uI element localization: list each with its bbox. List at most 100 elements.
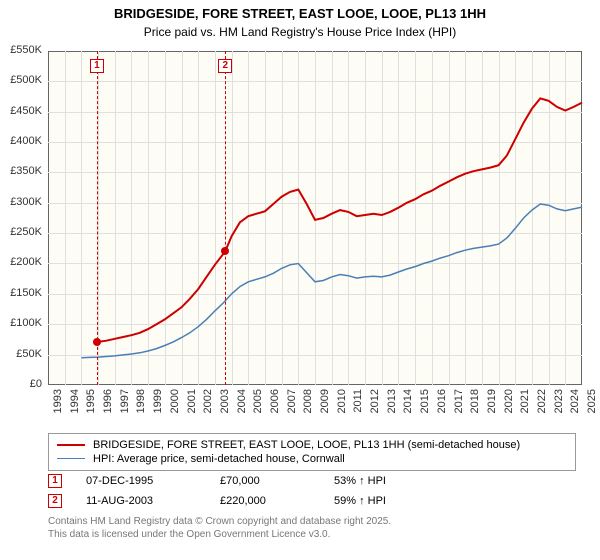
gridline-v: [482, 51, 483, 385]
legend-swatch: [57, 458, 85, 459]
gridline-v: [65, 51, 66, 385]
x-axis-label: 2015: [419, 389, 431, 419]
x-axis-label: 2004: [236, 389, 248, 419]
x-axis-label: 2000: [169, 389, 181, 419]
x-axis-label: 2012: [369, 389, 381, 419]
x-axis-label: 2021: [519, 389, 531, 419]
gridline-v: [415, 51, 416, 385]
price-chart: £0 £50K £100K £150K £200K £250K £300K £350K £400…: [0, 43, 600, 429]
x-axis-label: 2001: [186, 389, 198, 419]
y-axis-label: £200K: [2, 256, 42, 268]
sale-delta: 59% ↑ HPI: [334, 495, 386, 507]
x-axis-label: 2003: [219, 389, 231, 419]
x-axis-label: 1998: [135, 389, 147, 419]
sale-price: £70,000: [220, 475, 310, 487]
legend-label: BRIDGESIDE, FORE STREET, EAST LOOE, LOOE…: [93, 439, 520, 451]
x-axis-label: 2022: [536, 389, 548, 419]
sale-row-badge: 1: [48, 474, 62, 488]
gridline-v: [165, 51, 166, 385]
legend-label: HPI: Average price, semi-detached house,…: [93, 453, 345, 465]
attribution-line1: Contains HM Land Registry data © Crown c…: [48, 515, 600, 528]
sale-row-badge: 2: [48, 494, 62, 508]
legend-box: BRIDGESIDE, FORE STREET, EAST LOOE, LOOE…: [48, 433, 576, 471]
y-axis-label: £50K: [2, 348, 42, 360]
x-axis-label: 2009: [319, 389, 331, 419]
y-axis-label: £550K: [2, 44, 42, 56]
gridline-v: [449, 51, 450, 385]
sales-list: 1 07-DEC-1995 £70,000 53% ↑ HPI 2 11-AUG-2003…: [0, 471, 600, 511]
sale-row: 2 11-AUG-2003 £220,000 59% ↑ HPI: [0, 491, 600, 511]
sale-date: 11-AUG-2003: [86, 495, 196, 507]
x-axis-label: 2010: [336, 389, 348, 419]
x-axis-label: 2006: [269, 389, 281, 419]
x-axis-label: 2013: [386, 389, 398, 419]
gridline-v: [432, 51, 433, 385]
x-axis-label: 2007: [286, 389, 298, 419]
gridline-v: [182, 51, 183, 385]
gridline-v: [215, 51, 216, 385]
attribution-line2: This data is licensed under the Open Gov…: [48, 528, 600, 541]
x-axis-label: 2018: [469, 389, 481, 419]
x-axis-label: 2011: [352, 389, 364, 419]
legend-row: HPI: Average price, semi-detached house,…: [57, 452, 567, 466]
y-axis-label: £300K: [2, 196, 42, 208]
x-axis-label: 1993: [52, 389, 64, 419]
x-axis-label: 2023: [553, 389, 565, 419]
gridline-v: [148, 51, 149, 385]
sale-marker-badge: 2: [218, 59, 232, 73]
x-axis-label: 1996: [102, 389, 114, 419]
gridline-v: [499, 51, 500, 385]
x-axis-label: 1994: [69, 389, 81, 419]
attribution: Contains HM Land Registry data © Crown c…: [0, 511, 600, 541]
x-axis-label: 2019: [486, 389, 498, 419]
gridline-v: [348, 51, 349, 385]
gridline-v: [198, 51, 199, 385]
x-axis-label: 2016: [436, 389, 448, 419]
sale-price: £220,000: [220, 495, 310, 507]
y-axis-label: £100K: [2, 317, 42, 329]
y-axis-label: £150K: [2, 287, 42, 299]
x-axis-label: 2005: [252, 389, 264, 419]
gridline-v: [131, 51, 132, 385]
gridline-v: [298, 51, 299, 385]
x-axis-label: 2017: [453, 389, 465, 419]
gridline-v: [565, 51, 566, 385]
chart-title-line1: BRIDGESIDE, FORE STREET, EAST LOOE, LOOE…: [0, 0, 600, 25]
chart-title-line2: Price paid vs. HM Land Registry's House …: [0, 25, 600, 43]
gridline-v: [398, 51, 399, 385]
x-axis-label: 2014: [402, 389, 414, 419]
y-axis-label: £450K: [2, 105, 42, 117]
gridline-v: [81, 51, 82, 385]
sale-marker-badge: 1: [90, 59, 104, 73]
gridline-v: [532, 51, 533, 385]
y-axis-label: £400K: [2, 135, 42, 147]
y-axis-label: £0: [2, 378, 42, 390]
gridline-v: [515, 51, 516, 385]
gridline-v: [265, 51, 266, 385]
sale-delta: 53% ↑ HPI: [334, 475, 386, 487]
x-axis-label: 2020: [503, 389, 515, 419]
gridline-v: [365, 51, 366, 385]
y-axis-label: £500K: [2, 74, 42, 86]
sale-row: 1 07-DEC-1995 £70,000 53% ↑ HPI: [0, 471, 600, 491]
y-axis-label: £350K: [2, 165, 42, 177]
gridline-v: [232, 51, 233, 385]
x-axis-label: 1999: [152, 389, 164, 419]
sale-date: 07-DEC-1995: [86, 475, 196, 487]
gridline-v: [248, 51, 249, 385]
x-axis-label: 2008: [302, 389, 314, 419]
legend-swatch: [57, 444, 85, 446]
x-axis-label: 2024: [569, 389, 581, 419]
legend-row: BRIDGESIDE, FORE STREET, EAST LOOE, LOOE…: [57, 438, 567, 452]
y-axis-label: £250K: [2, 226, 42, 238]
gridline-v: [549, 51, 550, 385]
gridline-v: [315, 51, 316, 385]
gridline-v: [332, 51, 333, 385]
gridline-v: [382, 51, 383, 385]
x-axis-label: 1997: [119, 389, 131, 419]
gridline-v: [98, 51, 99, 385]
x-axis-label: 1995: [85, 389, 97, 419]
gridline-v: [282, 51, 283, 385]
x-axis-label: 2002: [202, 389, 214, 419]
gridline-v: [465, 51, 466, 385]
